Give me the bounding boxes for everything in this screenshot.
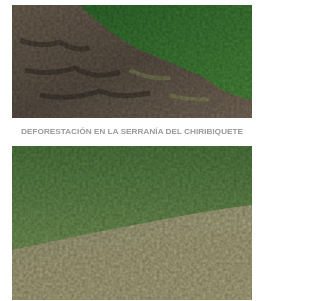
photo-bottom [12,146,252,300]
page: DEFORESTACIÓN EN LA SERRANÍA DEL CHIRIBI… [0,0,253,301]
photo-top [12,5,252,118]
page-canvas: DEFORESTACIÓN EN LA SERRANÍA DEL CHIRIBI… [0,0,253,301]
caption: DEFORESTACIÓN EN LA SERRANÍA DEL CHIRIBI… [21,127,243,136]
